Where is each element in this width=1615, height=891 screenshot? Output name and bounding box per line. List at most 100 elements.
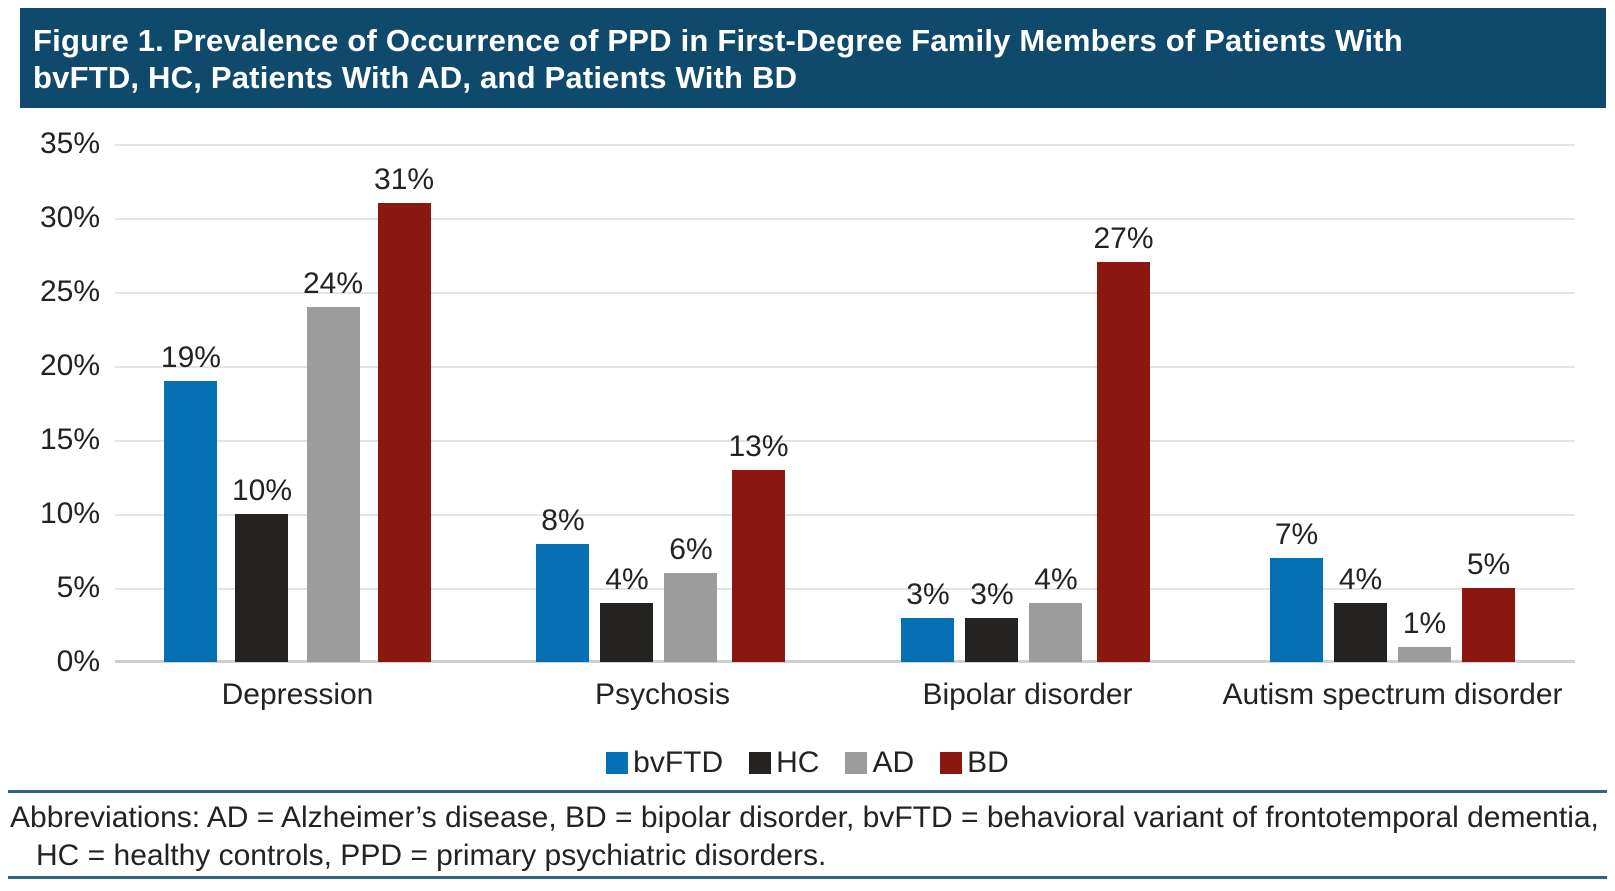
bar-bd-bipolar-disorder [1096,262,1150,662]
footer-rule-bottom [8,876,1607,879]
bar-wrap-hc-autism-spectrum-disorder: 4% [1334,563,1387,662]
category-label-autism-spectrum-disorder: Autism spectrum disorder [1222,678,1563,711]
abbreviations-line2: HC = healthy controls, PPD = primary psy… [36,839,827,872]
bar-value-label-bd-autism-spectrum-disorder: 5% [1466,548,1511,581]
bar-value-label-bvftd-bipolar-disorder: 3% [906,578,950,611]
category-label-bipolar-disorder: Bipolar disorder [922,678,1133,711]
group-autism-spectrum-disorder: 7% 4% 1% 5% Autism spectrum disorder [1210,144,1575,711]
bar-bvftd-depression [164,381,218,662]
bars-autism-spectrum-disorder: 7% 4% 1% 5% [1210,144,1575,662]
bar-wrap-hc-psychosis: 4% [600,563,654,662]
bar-wrap-ad-depression: 24% [303,267,363,662]
bar-hc-autism-spectrum-disorder [1334,603,1387,662]
legend-item-bd: BD [940,746,1009,780]
bar-value-label-ad-bipolar-disorder: 4% [1034,563,1078,596]
group-depression: 19% 10% 24% 31% Depression [115,144,480,711]
bar-wrap-bvftd-bipolar-disorder: 3% [901,578,955,662]
category-label-depression: Depression [221,678,374,711]
bar-hc-bipolar-disorder [965,618,1019,662]
bar-bvftd-psychosis [536,544,590,662]
bar-wrap-bvftd-psychosis: 8% [536,504,590,662]
bar-wrap-ad-autism-spectrum-disorder: 1% [1398,607,1451,662]
bar-value-label-bd-psychosis: 13% [728,430,789,463]
bar-value-label-bvftd-depression: 19% [160,341,221,374]
y-tick-15pct: 15% [39,423,100,456]
bar-wrap-bd-psychosis: 13% [728,430,789,662]
legend-label-bvftd: bvFTD [633,746,724,779]
group-psychosis: 8% 4% 6% 13% Psychosis [480,144,845,711]
bars-depression: 19% 10% 24% 31% [115,144,480,662]
bar-bd-psychosis [731,470,785,662]
bar-wrap-bd-bipolar-disorder: 27% [1093,222,1154,662]
bar-wrap-bvftd-autism-spectrum-disorder: 7% [1270,518,1323,662]
bars-psychosis: 8% 4% 6% 13% [480,144,845,662]
legend-label-ad: AD [872,746,915,779]
bar-wrap-hc-bipolar-disorder: 3% [965,578,1019,662]
bar-value-label-bvftd-autism-spectrum-disorder: 7% [1274,518,1319,551]
legend-swatch-hc [749,752,772,774]
legend-item-hc: HC [749,746,819,780]
figure-title-line1: Figure 1. Prevalence of Occurrence of PP… [33,23,1403,58]
legend-item-bvftd: bvFTD [606,746,723,780]
legend-label-hc: HC [776,746,820,779]
figure-title-bar: Figure 1. Prevalence of Occurrence of PP… [20,8,1606,108]
gridline [115,218,1575,220]
bar-hc-psychosis [600,603,654,662]
figure-title-line2: bvFTD, HC, Patients With AD, and Patient… [33,60,798,95]
bar-bvftd-autism-spectrum-disorder [1270,558,1323,662]
bar-ad-autism-spectrum-disorder [1398,647,1451,662]
legend: bvFTD HC AD BD [0,746,1615,780]
x-axis-line [115,660,1575,663]
bar-value-label-ad-depression: 24% [303,267,364,300]
legend-swatch-ad [845,752,868,774]
bar-value-label-ad-autism-spectrum-disorder: 1% [1402,607,1447,640]
legend-swatch-bd [940,752,963,774]
y-tick-5pct: 5% [56,571,100,604]
legend-label-bd: BD [967,746,1009,779]
footer-rule-top [8,790,1607,793]
y-tick-35pct: 35% [39,127,100,160]
abbreviations-line1: Abbreviations: AD = Alzheimer’s disease,… [10,801,1599,834]
bar-bd-depression [377,203,431,662]
y-tick-30pct: 30% [39,201,100,234]
bars-bipolar-disorder: 3% 3% 4% 27% [845,144,1210,662]
bar-wrap-hc-depression: 10% [232,474,292,662]
bar-value-label-hc-autism-spectrum-disorder: 4% [1338,563,1383,596]
gridline [115,292,1575,294]
y-tick-25pct: 25% [39,275,100,308]
bar-value-label-bd-depression: 31% [374,163,435,196]
group-bipolar-disorder: 3% 3% 4% 27% Bipolar disorder [845,144,1210,711]
bar-groups: 19% 10% 24% 31% Depression 8% 4% 6% 13% Psychosis… [115,144,1575,711]
gridline [115,588,1575,590]
bar-ad-depression [306,307,360,662]
y-tick-20pct: 20% [39,349,100,382]
legend-swatch-bvftd [606,752,629,774]
legend-item-ad: AD [845,746,914,780]
bar-hc-depression [235,514,289,662]
bar-wrap-ad-psychosis: 6% [664,533,718,662]
bar-wrap-bd-depression: 31% [374,163,434,662]
bar-value-label-bvftd-psychosis: 8% [541,504,585,537]
y-tick-10pct: 10% [39,497,100,530]
y-tick-0pct: 0% [56,645,100,678]
gridline [115,144,1575,146]
gridline [115,514,1575,516]
bar-ad-bipolar-disorder [1029,603,1083,662]
bar-value-label-hc-depression: 10% [231,474,292,507]
bar-ad-psychosis [664,573,718,662]
bar-value-label-ad-psychosis: 6% [669,533,713,566]
gridline [115,366,1575,368]
gridline [115,440,1575,442]
bar-wrap-bd-autism-spectrum-disorder: 5% [1462,548,1515,662]
bar-wrap-bvftd-depression: 19% [161,341,221,662]
bar-bd-autism-spectrum-disorder [1462,588,1515,662]
bar-value-label-hc-psychosis: 4% [605,563,649,596]
y-axis: 35% 30% 25% 20% 15% 10% 5% 0% [0,127,100,678]
plot-area: 19% 10% 24% 31% Depression 8% 4% 6% 13% Psychosis… [115,144,1575,711]
bar-wrap-ad-bipolar-disorder: 4% [1029,563,1083,662]
bar-value-label-bd-bipolar-disorder: 27% [1093,222,1154,255]
category-label-psychosis: Psychosis [594,678,731,711]
bar-bvftd-bipolar-disorder [901,618,955,662]
bar-value-label-hc-bipolar-disorder: 3% [970,578,1014,611]
